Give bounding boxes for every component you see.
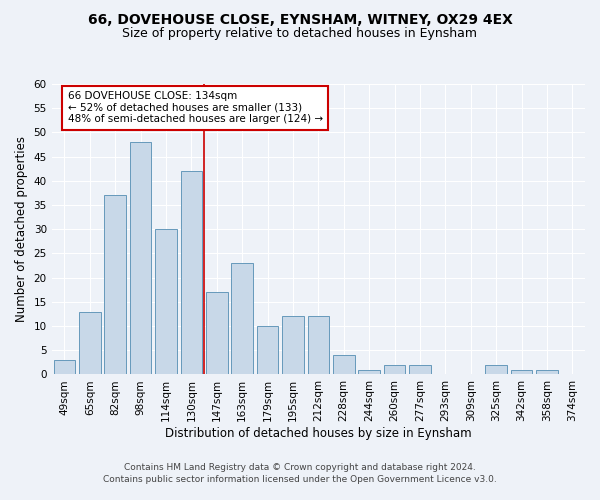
Text: Contains public sector information licensed under the Open Government Licence v3: Contains public sector information licen…	[103, 474, 497, 484]
Y-axis label: Number of detached properties: Number of detached properties	[15, 136, 28, 322]
Text: 66 DOVEHOUSE CLOSE: 134sqm
← 52% of detached houses are smaller (133)
48% of sem: 66 DOVEHOUSE CLOSE: 134sqm ← 52% of deta…	[68, 92, 323, 124]
Bar	[511, 370, 532, 374]
Bar	[181, 171, 202, 374]
Text: 66, DOVEHOUSE CLOSE, EYNSHAM, WITNEY, OX29 4EX: 66, DOVEHOUSE CLOSE, EYNSHAM, WITNEY, OX…	[88, 12, 512, 26]
Bar	[308, 316, 329, 374]
Bar	[333, 355, 355, 374]
Bar	[536, 370, 557, 374]
Bar	[384, 365, 406, 374]
Bar	[485, 365, 507, 374]
Bar	[409, 365, 431, 374]
Bar	[232, 263, 253, 374]
X-axis label: Distribution of detached houses by size in Eynsham: Distribution of detached houses by size …	[165, 427, 472, 440]
Text: Contains HM Land Registry data © Crown copyright and database right 2024.: Contains HM Land Registry data © Crown c…	[124, 464, 476, 472]
Bar	[79, 312, 101, 374]
Text: Size of property relative to detached houses in Eynsham: Size of property relative to detached ho…	[122, 28, 478, 40]
Bar	[130, 142, 151, 374]
Bar	[206, 292, 227, 374]
Bar	[358, 370, 380, 374]
Bar	[155, 229, 177, 374]
Bar	[53, 360, 75, 374]
Bar	[104, 196, 126, 374]
Bar	[282, 316, 304, 374]
Bar	[257, 326, 278, 374]
